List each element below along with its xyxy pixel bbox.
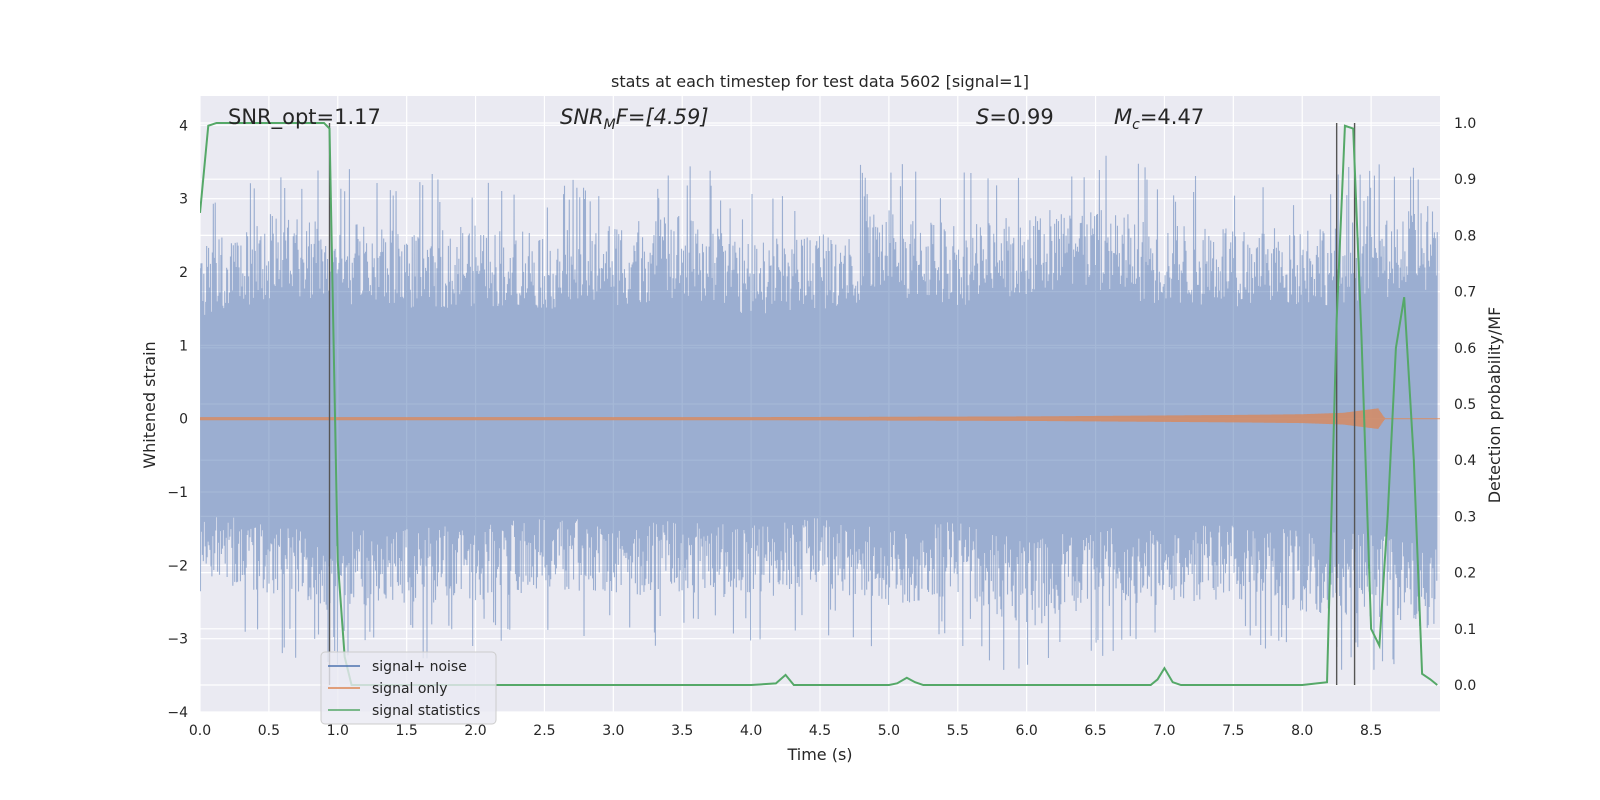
y2-tick-label: 0.1 xyxy=(1454,622,1476,638)
s-annotation: S=0.99 xyxy=(976,105,1054,129)
x-tick-label: 1.0 xyxy=(327,723,349,739)
x-tick-label: 1.5 xyxy=(396,723,418,739)
y-tick-label: 0 xyxy=(179,412,188,428)
y-tick-label: −2 xyxy=(167,558,188,574)
x-tick-label: 6.0 xyxy=(1016,723,1038,739)
y2-tick-label: 0.4 xyxy=(1454,453,1476,469)
y-axis-title: Whitened strain xyxy=(140,341,159,468)
y2-tick-label: 0.8 xyxy=(1454,228,1476,244)
plot-layer xyxy=(200,121,1440,687)
y2-tick-label: 0.6 xyxy=(1454,341,1476,357)
y2-tick-label: 0.9 xyxy=(1454,172,1476,188)
legend-label-signal-noise: signal+ noise xyxy=(372,659,467,675)
legend: signal+ noise signal only signal statist… xyxy=(320,651,497,725)
x-tick-label: 7.0 xyxy=(1153,723,1175,739)
x-tick-label: 3.5 xyxy=(671,723,693,739)
y-tick-label: −1 xyxy=(167,485,188,501)
x-tick-label: 2.0 xyxy=(464,723,486,739)
x-tick-label: 0.5 xyxy=(258,723,280,739)
x-tick-label: 7.5 xyxy=(1222,723,1244,739)
y2-tick-label: 0.7 xyxy=(1454,285,1476,301)
x-tick-label: 8.5 xyxy=(1360,723,1382,739)
x-tick-label: 4.5 xyxy=(809,723,831,739)
legend-box xyxy=(320,651,497,725)
chart-title: stats at each timestep for test data 560… xyxy=(611,72,1029,91)
x-tick-label: 6.5 xyxy=(1084,723,1106,739)
y-tick-labels: 4 3 2 1 0 −1 −2 −3 −4 xyxy=(167,118,188,721)
y-tick-label: 2 xyxy=(179,265,188,281)
series-signal-only-line xyxy=(200,408,1440,429)
x-tick-label: 5.0 xyxy=(878,723,900,739)
y2-tick-label: 0.2 xyxy=(1454,566,1476,582)
legend-label-signal-statistics: signal statistics xyxy=(372,703,480,719)
y-tick-label: −4 xyxy=(167,705,188,721)
x-tick-label: 5.5 xyxy=(947,723,969,739)
series-signal-statistics-line xyxy=(200,121,1438,687)
y2-tick-label: 0.3 xyxy=(1454,509,1476,525)
mc-annotation: Mc=4.47 xyxy=(1114,105,1204,133)
y-tick-label: 1 xyxy=(179,338,188,354)
y-tick-label: 3 xyxy=(179,192,188,208)
y-tick-label: −3 xyxy=(167,632,188,648)
snr-opt-annotation: SNR_opt=1.17 xyxy=(228,105,381,130)
legend-label-signal-only: signal only xyxy=(372,681,447,697)
x-tick-label: 2.5 xyxy=(533,723,555,739)
y2-tick-label: 0.5 xyxy=(1454,397,1476,413)
x-tick-label: 4.0 xyxy=(740,723,762,739)
series-signal-noise-line xyxy=(200,155,1438,670)
y2-tick-labels: 1.0 0.9 0.8 0.7 0.6 0.5 0.4 0.3 0.2 0.1 0.0 xyxy=(1454,116,1476,694)
x-axis-title: Time (s) xyxy=(786,745,852,764)
x-tick-label: 3.0 xyxy=(602,723,624,739)
x-tick-label: 8.0 xyxy=(1291,723,1313,739)
x-tick-labels: 0.0 0.5 1.0 1.5 2.0 2.5 3.0 3.5 4.0 4.5 5.0 5.5 6.0 6… xyxy=(189,723,1382,739)
y2-tick-label: 0.0 xyxy=(1454,678,1476,694)
y2-axis-title: Detection probability/MF xyxy=(1485,307,1504,504)
x-tick-label: 0.0 xyxy=(189,723,211,739)
y2-tick-label: 1.0 xyxy=(1454,116,1476,132)
snr-mf-annotation: SNRMF=[4.59] xyxy=(560,105,709,133)
y-tick-label: 4 xyxy=(179,118,188,134)
